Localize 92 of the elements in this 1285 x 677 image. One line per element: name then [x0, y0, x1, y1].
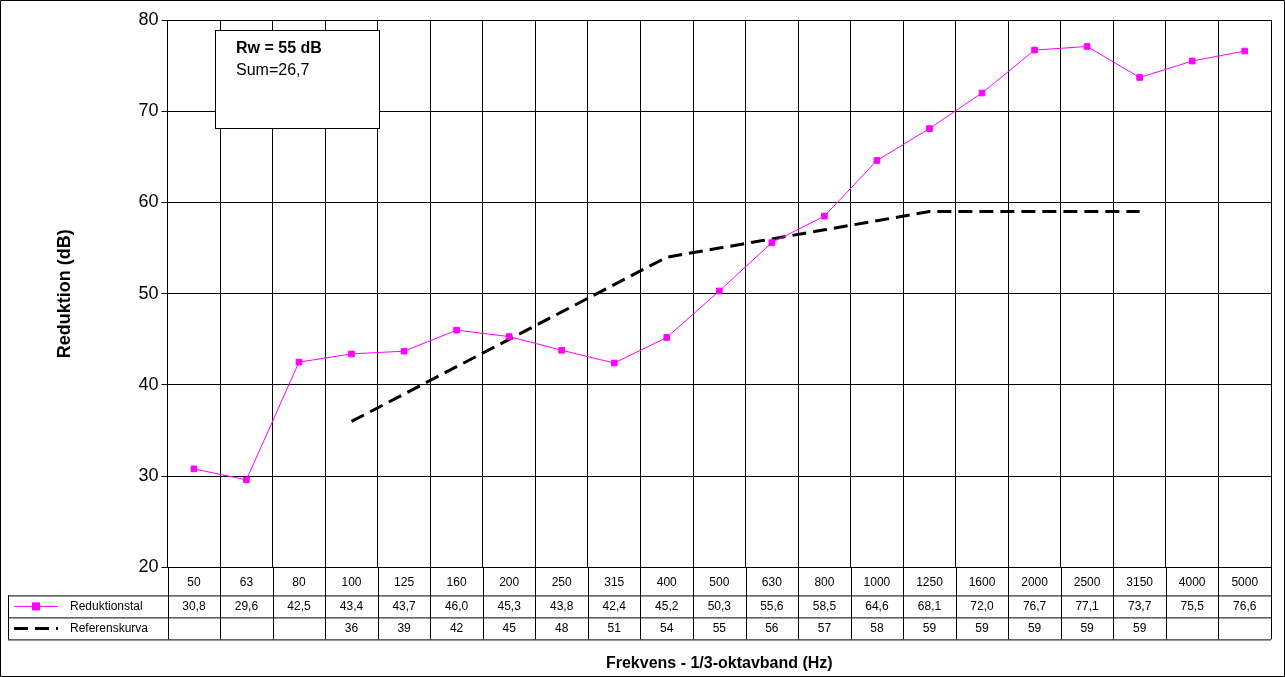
data-label: 54 [660, 620, 674, 635]
data-label: 50,3 [707, 598, 732, 613]
data-label: 39 [397, 620, 412, 635]
x-tick-label: 500 [709, 574, 730, 589]
data-label: 29,6 [234, 598, 259, 613]
data-label: 43,4 [339, 598, 364, 613]
point [243, 476, 250, 484]
data-label: 36 [344, 620, 359, 635]
y-axis-title: Reduktion (dB) [53, 229, 74, 359]
point [1083, 43, 1091, 50]
data-label: 57 [817, 620, 832, 635]
legend-label: Reduktionstal [70, 598, 143, 613]
legend-label: Referenskurva [70, 620, 149, 635]
x-tick-label: 125 [394, 574, 415, 589]
y-tick-label: 50 [138, 282, 159, 303]
data-label: 75,5 [1180, 598, 1205, 613]
x-tick-label: 100 [341, 574, 362, 589]
note-box: Rw = 55 dB Sum=26,7 [215, 30, 380, 129]
x-tick-label: 200 [499, 574, 520, 589]
data-label: 77,1 [1075, 598, 1100, 613]
annotation: Rw = 55 dB [236, 39, 323, 57]
data-label: 58 [870, 620, 884, 635]
y-tick-label: 60 [138, 191, 159, 212]
data-label: 64,6 [865, 598, 889, 613]
x-tick-label: 2500 [1073, 574, 1101, 589]
data-label: 45,3 [497, 598, 522, 613]
x-tick-label: 2000 [1021, 574, 1049, 589]
data-label: 45 [502, 620, 517, 635]
x-tick-label: 80 [292, 574, 306, 589]
x-tick-label: 63 [239, 574, 254, 589]
y-tick-label: 80 [138, 8, 159, 29]
data-label: 59 [922, 620, 937, 635]
y-tick-label: 70 [138, 100, 159, 121]
x-tick-label: 630 [761, 574, 783, 589]
data-label: 76,6 [1233, 598, 1257, 613]
data-label: 72,0 [970, 598, 995, 613]
y-tick-label: 40 [138, 373, 159, 394]
data-label: 59 [1027, 620, 1042, 635]
point [821, 212, 828, 220]
x-tick-label: 1000 [863, 574, 891, 589]
data-label: 58,5 [812, 598, 837, 613]
data-label: 51 [607, 620, 622, 635]
data-label: 43,7 [392, 598, 417, 613]
point [1241, 47, 1249, 55]
x-tick-label: 250 [551, 574, 573, 589]
point [400, 347, 408, 355]
point [190, 465, 198, 473]
x-tick-label: 160 [446, 574, 467, 589]
x-tick-label: 4000 [1178, 574, 1206, 589]
point [1188, 57, 1196, 65]
point [715, 287, 723, 295]
data-label: 43,8 [550, 598, 574, 613]
data-label: 46,0 [444, 598, 469, 613]
x-axis-title: Frekvens - 1/3-oktavband (Hz) [605, 653, 833, 671]
data-label: 68,1 [917, 598, 942, 613]
point [505, 333, 513, 340]
data-label: 42 [449, 620, 464, 635]
x-tick-label: 5000 [1231, 574, 1259, 589]
point [1031, 46, 1038, 54]
data-label: 45,2 [655, 598, 679, 613]
data-label: 56 [765, 620, 779, 635]
y-tick-label: 20 [138, 556, 159, 577]
point [453, 326, 460, 334]
point [558, 346, 566, 354]
data-label: 55,6 [760, 598, 784, 613]
annotation: Sum=26,7 [236, 61, 311, 79]
x-tick-label: 800 [814, 574, 835, 589]
data-label: 48 [555, 620, 569, 635]
point [348, 350, 355, 358]
data-label: 59 [975, 620, 990, 635]
x-tick-label: 1250 [916, 574, 944, 589]
data-label: 59 [1080, 620, 1095, 635]
data-label: 73,7 [1127, 598, 1152, 613]
point [295, 358, 303, 366]
x-tick-label: 1600 [968, 574, 996, 589]
data-label: 30,8 [182, 598, 206, 613]
point [610, 359, 618, 367]
data-label: 76,7 [1022, 598, 1047, 613]
y-tick-label: 30 [138, 465, 159, 486]
x-tick-label: 50 [187, 574, 201, 589]
point [1136, 74, 1143, 81]
x-tick-label: 315 [604, 574, 625, 589]
x-tick-label: 400 [656, 574, 678, 589]
data-label: 59 [1132, 620, 1147, 635]
point [768, 239, 776, 246]
point [663, 334, 671, 341]
data-label: 42,4 [602, 598, 627, 613]
point [926, 125, 933, 132]
x-tick-label: 3150 [1126, 574, 1154, 589]
data-label: 42,5 [287, 598, 311, 613]
data-label: 55 [712, 620, 727, 635]
point [873, 157, 881, 164]
